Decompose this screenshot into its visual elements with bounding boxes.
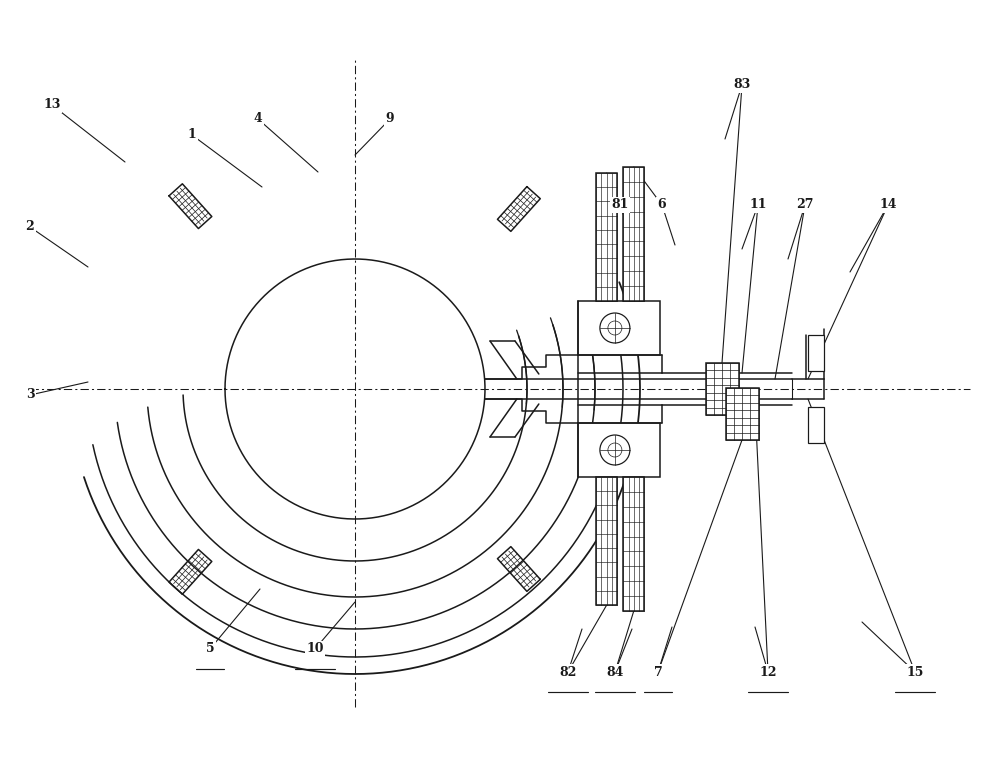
Text: 9: 9 (386, 113, 394, 126)
Text: 11: 11 (749, 198, 767, 211)
Text: 3: 3 (26, 388, 34, 402)
Text: 5: 5 (206, 643, 214, 656)
Text: 7: 7 (654, 665, 662, 678)
Bar (596, 173, 617, 301)
Bar (596, 477, 617, 605)
Bar (706, 363, 738, 415)
Text: 13: 13 (43, 99, 61, 112)
Text: 2: 2 (26, 221, 34, 234)
Text: 81: 81 (611, 198, 629, 211)
Bar (808, 407, 824, 443)
Bar (726, 388, 759, 440)
Text: 83: 83 (733, 78, 751, 92)
Text: 4: 4 (254, 113, 262, 126)
Bar (808, 335, 824, 371)
Text: 84: 84 (606, 665, 624, 678)
Text: 15: 15 (906, 665, 924, 678)
Text: 14: 14 (879, 198, 897, 211)
Bar (623, 477, 644, 611)
Bar (623, 167, 644, 301)
Bar (578, 423, 660, 477)
Text: 27: 27 (796, 198, 814, 211)
Text: 1: 1 (188, 128, 196, 141)
Text: 82: 82 (559, 665, 577, 678)
Text: 6: 6 (658, 198, 666, 211)
Text: 12: 12 (759, 665, 777, 678)
Text: 10: 10 (306, 643, 324, 656)
Bar (578, 301, 660, 355)
